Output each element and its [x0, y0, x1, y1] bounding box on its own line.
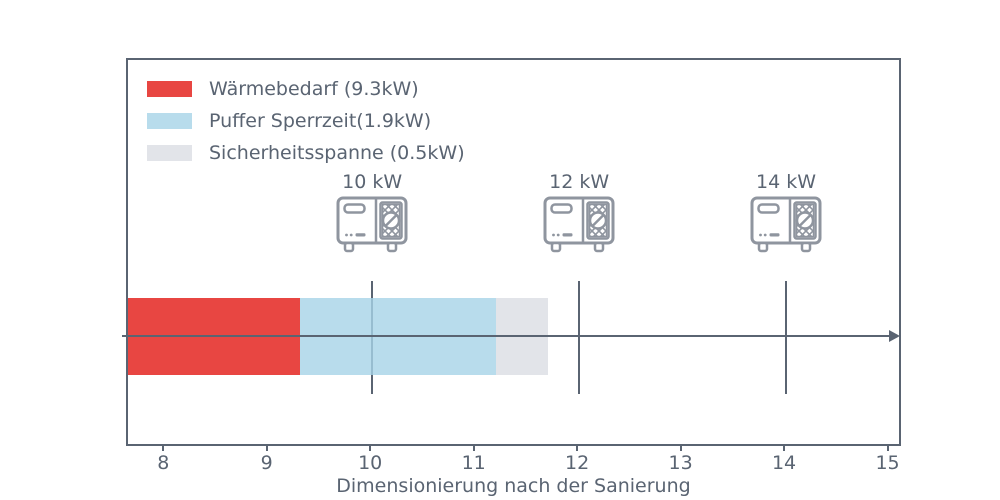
x-tick: [679, 446, 682, 451]
heat-pump-group-10kw: 10 kW: [336, 172, 408, 257]
x-tick: [369, 446, 372, 451]
legend: Wärmebedarf (9.3kW) Puffer Sperrzeit(1.9…: [147, 78, 465, 174]
legend-item-waermebedarf: Wärmebedarf (9.3kW): [147, 78, 465, 100]
arrow-line: [121, 335, 890, 337]
x-tick-label: 12: [565, 452, 590, 474]
x-tick-label: 11: [461, 452, 486, 474]
x-tick-label: 15: [875, 452, 900, 474]
legend-label: Sicherheitsspanne (0.5kW): [209, 142, 465, 164]
x-tick-label: 14: [771, 452, 797, 474]
heat-pump-icon: [750, 196, 822, 253]
heat-pump-label: 14 kW: [756, 171, 817, 193]
marker-line-14kw: [785, 281, 788, 394]
x-tick: [783, 446, 786, 451]
legend-swatch-puffer-sperrzeit: [147, 113, 192, 129]
legend-swatch-waermebedarf: [147, 81, 192, 97]
x-axis-label: Dimensionierung nach der Sanierung: [336, 475, 691, 497]
x-tick: [576, 446, 579, 451]
heat-pump-label: 12 kW: [549, 171, 610, 193]
marker-line-12kw: [578, 281, 581, 394]
heat-pump-label: 10 kW: [342, 171, 403, 193]
legend-item-sicherheitsspanne: Sicherheitsspanne (0.5kW): [147, 142, 465, 164]
x-tick-label: 13: [668, 452, 693, 474]
x-tick: [162, 446, 165, 451]
plot-area: Wärmebedarf (9.3kW) Puffer Sperrzeit(1.9…: [121, 58, 901, 446]
arrow-head-icon: [888, 330, 900, 342]
x-tick-label: 10: [358, 452, 383, 474]
heat-pump-icon: [336, 196, 408, 253]
legend-label: Puffer Sperrzeit(1.9kW): [209, 110, 432, 132]
heat-pump-group-14kw: 14 kW: [750, 172, 822, 257]
legend-item-puffer-sperrzeit: Puffer Sperrzeit(1.9kW): [147, 110, 465, 132]
x-tick-label: 9: [260, 452, 273, 474]
legend-label: Wärmebedarf (9.3kW): [209, 78, 419, 100]
x-tick: [265, 446, 268, 451]
x-tick-label: 8: [157, 452, 170, 474]
x-tick: [472, 446, 475, 451]
heat-pump-icon: [543, 196, 615, 253]
legend-swatch-sicherheitsspanne: [147, 145, 192, 161]
x-tick: [886, 446, 889, 451]
heat-pump-group-12kw: 12 kW: [543, 172, 615, 257]
